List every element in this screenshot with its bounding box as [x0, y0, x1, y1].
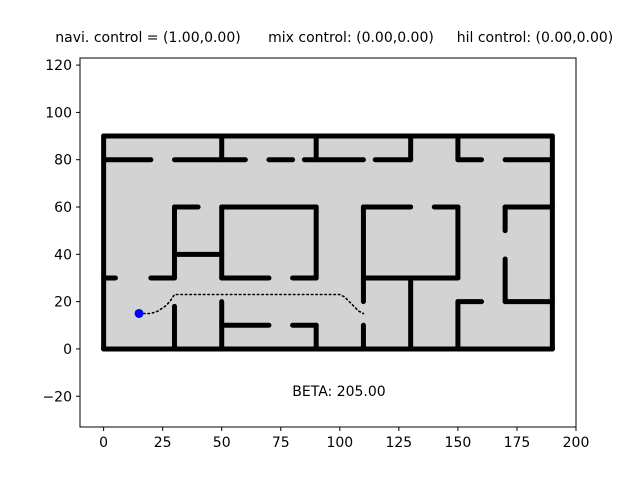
y-tick-label: 80	[54, 153, 72, 169]
hil-control-readout: hil control: (0.00,0.00)	[457, 30, 614, 46]
y-tick-label: 0	[63, 342, 72, 358]
agent-marker	[134, 308, 144, 318]
mix-control-readout: mix control: (0.00,0.00)	[268, 30, 434, 46]
y-tick-label: 120	[45, 58, 72, 74]
trajectory-path	[138, 293, 365, 315]
y-tick-label: 20	[54, 295, 72, 311]
plot-area	[101, 133, 555, 352]
beta-annotation: BETA: 205.00	[292, 384, 385, 400]
maze-floor	[103, 136, 553, 349]
x-tick-label: 125	[385, 435, 412, 451]
x-tick-label: 150	[445, 435, 472, 451]
navi-control-readout: navi. control = (1.00,0.00)	[55, 30, 240, 46]
x-tick-label: 100	[326, 435, 353, 451]
x-tick-label: 50	[213, 435, 231, 451]
y-tick-label: 40	[54, 247, 72, 263]
x-tick-label: 75	[272, 435, 290, 451]
x-tick-label: 25	[154, 435, 172, 451]
y-tick-label: 100	[45, 105, 72, 121]
axes-frame	[79, 57, 577, 428]
x-tick-label: 175	[504, 435, 531, 451]
y-tick-label: 60	[54, 200, 72, 216]
y-tick-label: −20	[42, 389, 72, 405]
x-tick-label: 200	[563, 435, 590, 451]
x-tick-label: 0	[99, 435, 108, 451]
